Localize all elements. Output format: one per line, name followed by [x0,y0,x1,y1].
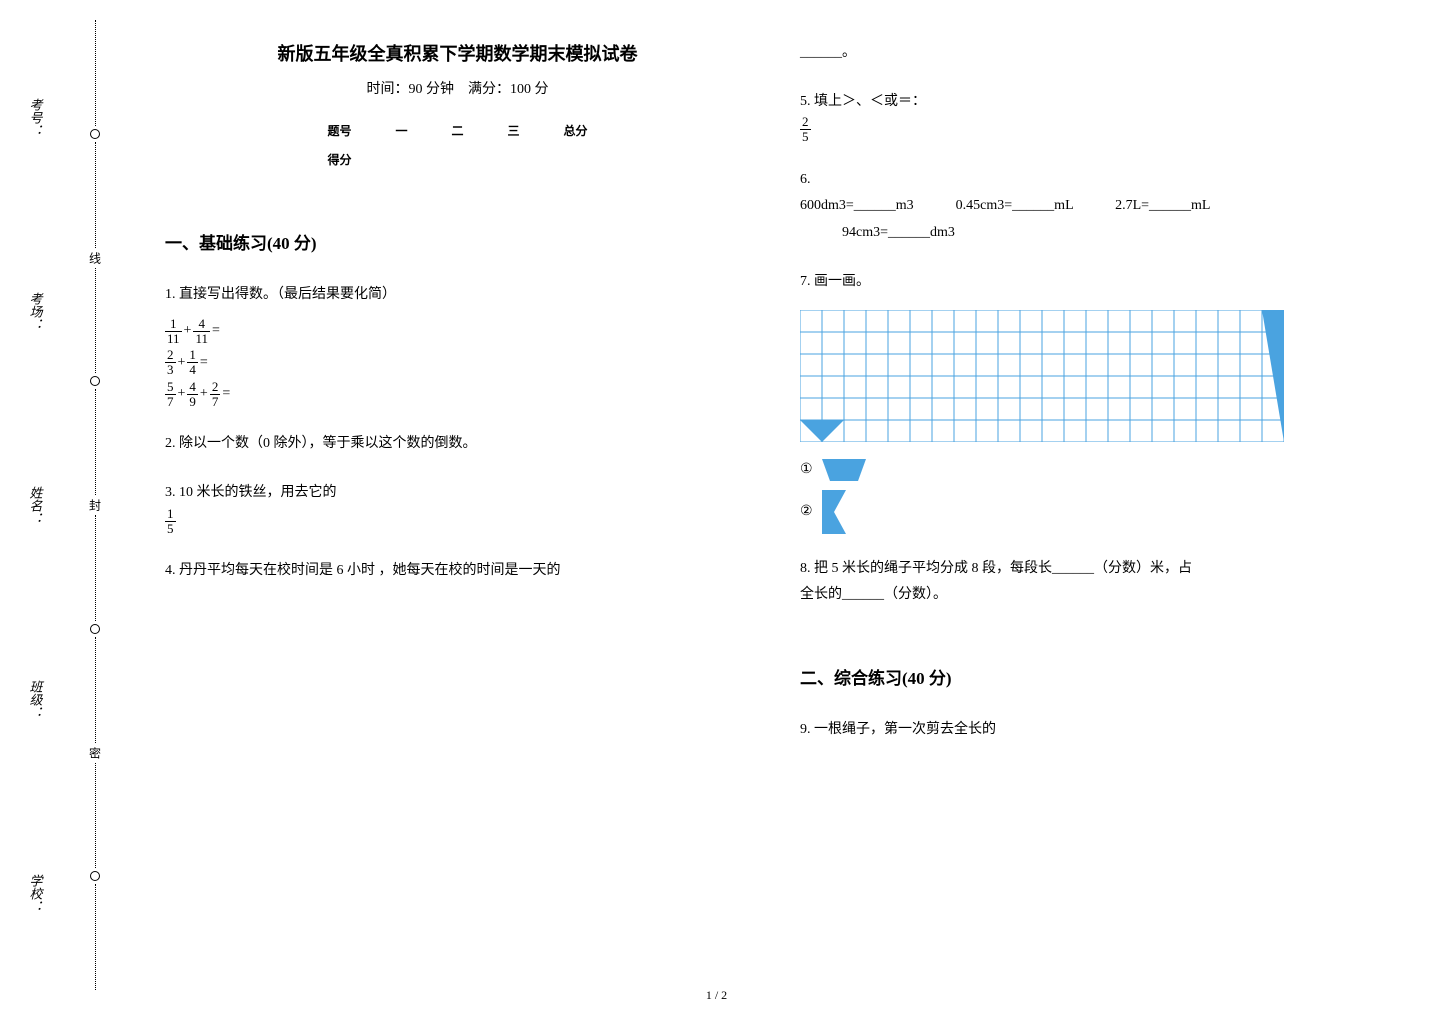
q5-text: 5. 填上＞、＜或＝： [800,89,1385,116]
label-class: 班级： [26,680,45,719]
seal-circle [90,871,100,881]
th-label: 题号 [305,116,373,145]
question-9: 9. 一根绳子，第一次剪去全长的 [800,717,1385,744]
q1-fractions: 111+411=23+14=57+49+27= [165,317,750,410]
table-row: 得分 [305,145,609,174]
q4-end: ______。 [800,40,1385,67]
th-3: 三 [486,116,542,145]
label-room: 考场： [26,292,45,331]
question-8: 8. 把 5 米长的绳子平均分成 8 段，每段长______（分数）米，占 全长… [800,556,1385,609]
th-1: 一 [373,116,429,145]
q3-text: 3. 10 米长的铁丝，用去它的 [165,480,750,507]
seal-char-2: 封 [87,499,104,511]
q3-frac: 1 5 [165,507,176,537]
question-1: 1. 直接写出得数。（最后结果要化简） 111+411=23+14=57+49+… [165,282,750,409]
binding-margin: 考号： 考场： 姓名： 班级： 学校： 线 封 密 [20,20,120,990]
label-school: 学校： [26,874,45,913]
q8-a: 8. 把 5 米长的绳子平均分成 8 段，每段长______（分数）米，占 [800,556,1385,583]
question-3: 3. 10 米长的铁丝，用去它的 1 5 [165,480,750,536]
q7-text: 7. 画一画。 [800,269,1385,296]
question-5: 5. 填上＞、＜或＝： 2 5 [800,89,1385,145]
page-number: 1 / 2 [706,988,727,1003]
seal-char-3: 密 [87,747,104,759]
right-column: ______。 5. 填上＞、＜或＝： 2 5 6. 600dm3=______… [775,40,1410,960]
shape-2 [822,490,846,534]
label-name: 姓名： [26,486,45,525]
score-table: 题号 一 二 三 总分 得分 [305,116,609,174]
q5-frac: 2 5 [800,115,811,145]
question-2: 2. 除以一个数（0 除外），等于乘以这个数的倒数。 [165,431,750,458]
shape-1 [822,459,866,481]
q6-text: 6. [800,167,1385,194]
section-1-heading: 一、基础练习(40 分) [165,229,750,254]
seal-char-1: 线 [87,252,104,264]
exam-subtitle: 时间：90 分钟 满分：100 分 [165,78,750,98]
q7-marker-1: ① [800,457,1385,484]
q8-b: 全长的______（分数）。 [800,582,1385,609]
q6-line1: 600dm3=______m3 0.45cm3=______mL 2.7L=__… [800,193,1385,220]
grid-svg [800,310,1284,442]
question-7: 7. 画一画。 ① ② [800,269,1385,534]
seal-circle [90,624,100,634]
exam-title: 新版五年级全真积累下学期数学期末模拟试卷 [165,40,750,66]
table-row: 题号 一 二 三 总分 [305,116,609,145]
q1-text: 1. 直接写出得数。（最后结果要化简） [165,282,750,309]
seal-circle [90,376,100,386]
q6-line2: 94cm3=______dm3 [800,220,1385,247]
th-total: 总分 [542,116,610,145]
seal-circle [90,129,100,139]
section-2-heading: 二、综合练习(40 分) [800,664,1385,689]
binding-labels: 考号： 考场： 姓名： 班级： 学校： [20,20,50,990]
q7-marker-2: ② [800,490,1385,534]
question-4: 4. 丹丹平均每天在校时间是 6 小时 ，她每天在校的时间是一天的 [165,558,750,585]
label-examno: 考号： [26,98,45,137]
question-6: 6. 600dm3=______m3 0.45cm3=______mL 2.7L… [800,167,1385,247]
seal-line: 线 封 密 [75,20,115,990]
page-content: 新版五年级全真积累下学期数学期末模拟试卷 时间：90 分钟 满分：100 分 题… [140,40,1410,960]
left-column: 新版五年级全真积累下学期数学期末模拟试卷 时间：90 分钟 满分：100 分 题… [140,40,775,960]
th-2: 二 [429,116,485,145]
row-label: 得分 [305,145,373,174]
q7-grid [800,310,1385,442]
